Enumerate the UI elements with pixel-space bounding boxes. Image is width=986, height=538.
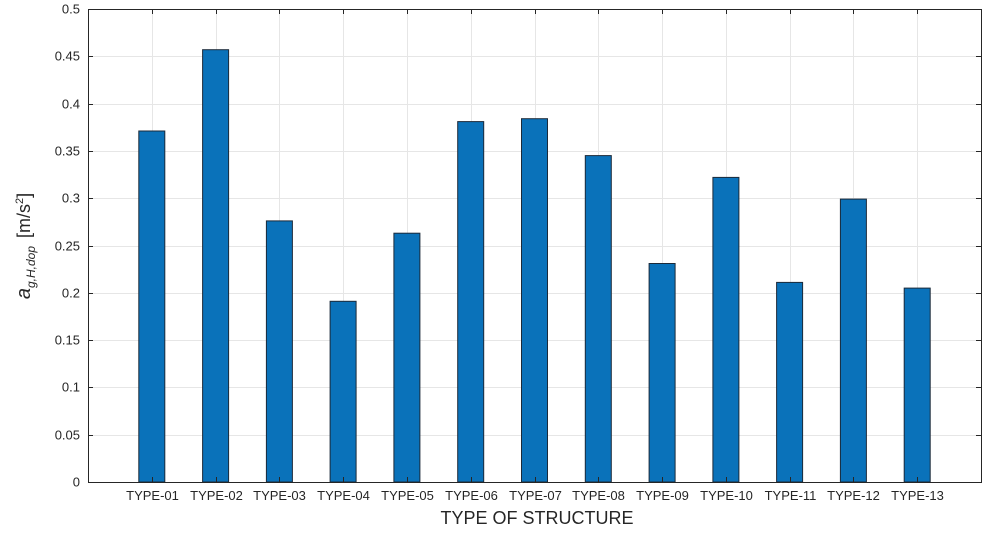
bar-type-04 [329,300,357,483]
y-tick-label: 0.5 [62,2,80,17]
y-tick-label: 0.45 [55,49,80,64]
y-tick-label: 0.15 [55,333,80,348]
bar-type-05 [393,232,421,483]
x-tick-label: TYPE-12 [827,488,880,503]
y-tick-label: 0.05 [55,428,80,443]
y-axis-title: ag,H,dop [m/s2] [13,193,38,299]
bar-type-13 [903,287,931,483]
bar-type-03 [265,220,293,483]
bar-type-01 [138,130,166,483]
y-axis-unit-superscript: 2 [14,198,26,204]
x-tick-label: TYPE-05 [381,488,434,503]
x-axis-title: TYPE OF STRUCTURE [440,508,633,528]
y-axis-unit-close: ] [14,193,34,198]
x-tick-label: TYPE-04 [317,488,370,503]
y-axis-symbol: a [13,288,35,299]
x-tick-label: TYPE-13 [891,488,944,503]
bar-type-11 [776,281,804,483]
x-tick-label: TYPE-07 [509,488,562,503]
bar-type-12 [839,198,867,483]
x-tick-label: TYPE-11 [765,488,817,503]
bar-type-08 [584,155,612,483]
y-tick-label: 0 [73,475,80,490]
y-tick-label: 0.1 [62,380,80,395]
x-tick-label: TYPE-08 [572,488,625,503]
x-tick-label: TYPE-01 [126,488,179,503]
y-tick-label: 0.3 [62,191,80,206]
bar-type-10 [712,176,740,483]
y-tick-label: 0.35 [55,144,80,159]
axes [88,9,982,483]
bar-type-09 [648,263,676,483]
tick-labels: 0 0.05 0.1 0.15 0.2 0.25 0.3 0.35 0.4 0.45 0.5 TYPE… [55,2,944,504]
x-tick-label: TYPE-02 [190,488,243,503]
x-tick-label: TYPE-06 [445,488,498,503]
bar-type-02 [202,49,230,483]
x-tick-label: TYPE-09 [636,488,689,503]
bars [138,49,931,483]
y-tick-label: 0.2 [62,286,80,301]
y-axis-subscript: g,H,dop [24,246,38,288]
y-tick-label: 0.25 [55,239,80,254]
x-tick-label: TYPE-03 [253,488,306,503]
bar-type-06 [457,121,485,483]
bar-type-07 [521,118,548,483]
y-tick-label: 0.4 [62,97,80,112]
x-tick-label: TYPE-10 [700,488,753,503]
y-axis-unit-open: [m/s [14,204,34,238]
